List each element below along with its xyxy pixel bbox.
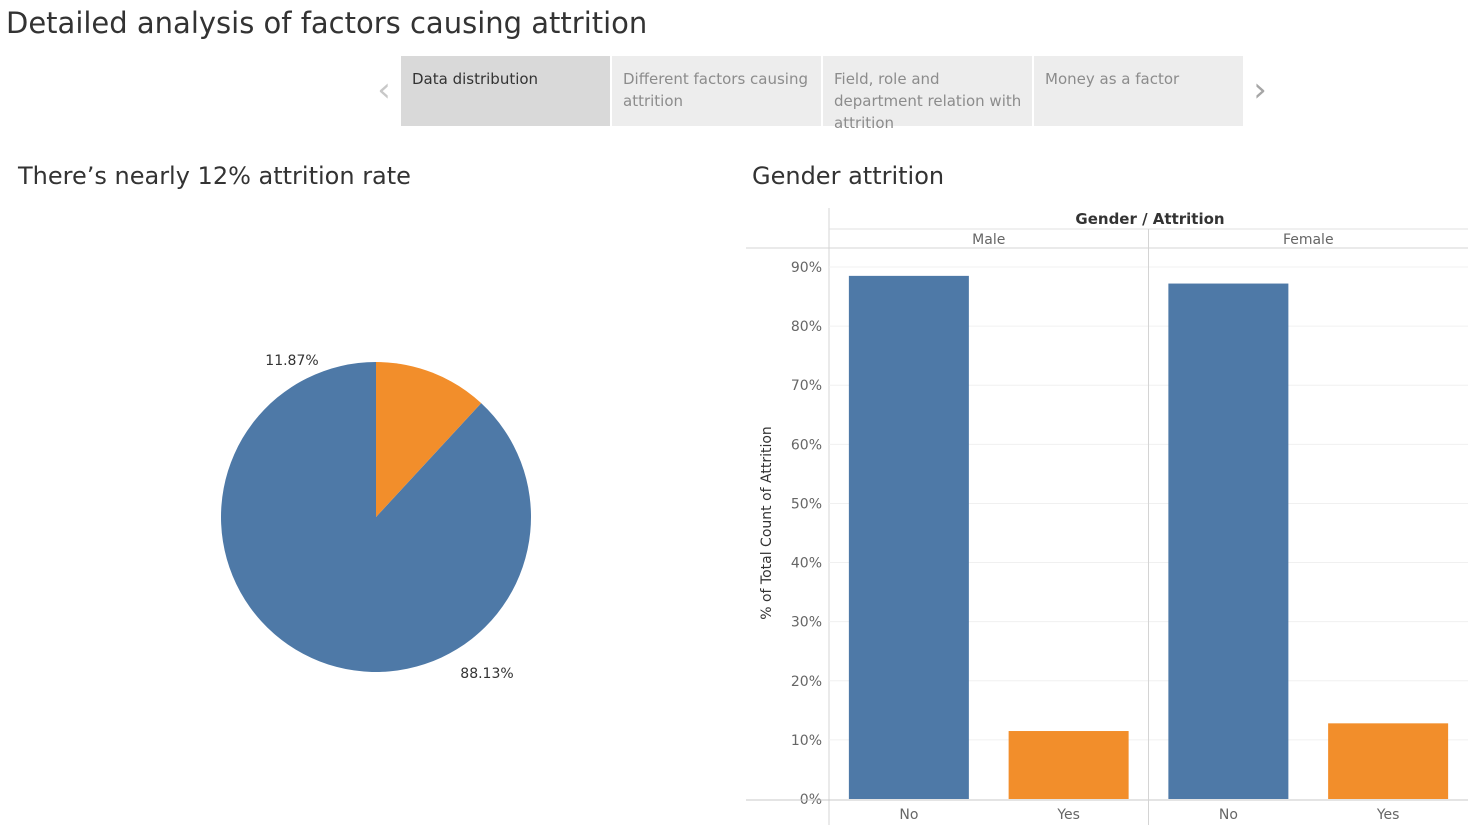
chevron-left-icon[interactable]: ‹ <box>377 70 391 110</box>
x-tick-label: Yes <box>1376 807 1400 823</box>
y-axis-label: % of Total Count of Attrition <box>759 426 775 620</box>
y-tick-label: 20% <box>791 674 822 690</box>
panel-label-female: Female <box>1283 232 1334 248</box>
story-navigator: ‹ Data distribution Different factors ca… <box>370 56 1280 132</box>
pie-chart: 88.13% 11.87% <box>220 353 532 682</box>
bar-chart-title: Gender attrition <box>752 162 945 190</box>
pie-slice-yes[interactable] <box>376 362 482 517</box>
pie-label-no: 88.13% <box>460 666 513 682</box>
bar-male-yes[interactable] <box>1008 731 1129 799</box>
pie-label-yes: 11.87% <box>265 353 318 369</box>
story-tab-different-factors[interactable]: Different factors causing attrition <box>612 56 821 126</box>
page-title: Detailed analysis of factors causing att… <box>6 6 648 40</box>
story-tab-field-role-department[interactable]: Field, role and department relation with… <box>823 56 1032 132</box>
x-tick-label: Yes <box>1056 807 1080 823</box>
panel-label-male: Male <box>972 232 1005 248</box>
y-tick-label: 70% <box>791 378 822 394</box>
y-tick-label: 90% <box>791 260 822 276</box>
y-tick-label: 10% <box>791 733 822 749</box>
pie-chart-title: There’s nearly 12% attrition rate <box>18 162 411 190</box>
chevron-right-icon[interactable]: › <box>1253 70 1267 110</box>
y-tick-label: 80% <box>791 319 822 335</box>
bar-chart: Gender / Attrition % of Total Count of A… <box>746 208 1468 825</box>
y-tick-label: 40% <box>791 556 822 572</box>
y-tick-label: 30% <box>791 615 822 631</box>
bar-male-no[interactable] <box>848 275 969 799</box>
story-tab-data-distribution[interactable]: Data distribution <box>401 56 610 126</box>
bar-chart-header: Gender / Attrition <box>1075 210 1224 228</box>
bar-female-yes[interactable] <box>1328 723 1449 799</box>
bar-female-no[interactable] <box>1168 283 1289 799</box>
story-tab-money-factor[interactable]: Money as a factor <box>1034 56 1243 126</box>
y-tick-label: 60% <box>791 437 822 453</box>
x-tick-label: No <box>1219 807 1238 823</box>
y-tick-label: 50% <box>791 496 822 512</box>
x-tick-label: No <box>899 807 918 823</box>
